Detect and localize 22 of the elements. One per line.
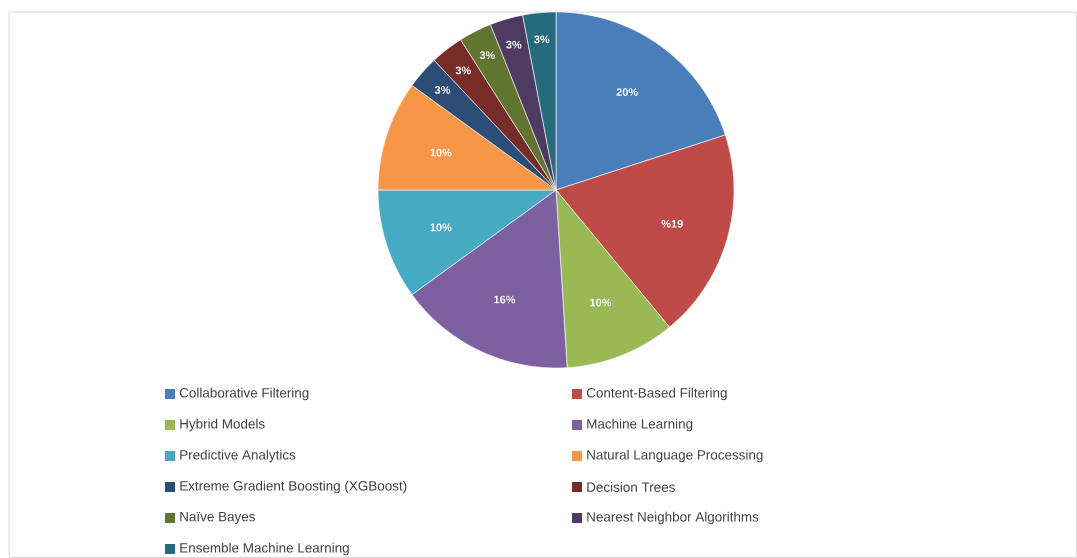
data-label: 3% [534,35,550,44]
legend-label: Extreme Gradient Boosting (XGBoost) [180,480,407,494]
data-label: 10% [590,298,612,307]
legend-label: Nearest Neighbor Algorithms [587,511,759,525]
data-label: 20% [616,88,638,96]
data-label: 10% [430,223,452,232]
legend-label: Ensemble Machine Learning [180,542,349,556]
data-label: 3% [479,51,495,60]
legend-label: Content-Based Filtering [586,387,727,401]
data-label: %19 [661,219,683,228]
data-label: 16% [494,295,516,304]
data-label: 3% [434,86,451,94]
data-label: 10% [430,148,452,157]
legend-label: Predictive Analytics [180,449,296,463]
legend-label: Collaborative Filtering [179,387,309,401]
legend-label: Machine Learning [587,418,693,432]
legend-label: Hybrid Models [180,418,265,432]
data-label: 3% [506,40,522,49]
legend-label: Naïve Bayes [180,511,255,525]
data-label: 3% [455,66,471,75]
legend-label: Natural Language Processing [587,449,763,463]
legend-label: Decision Trees [587,482,675,492]
